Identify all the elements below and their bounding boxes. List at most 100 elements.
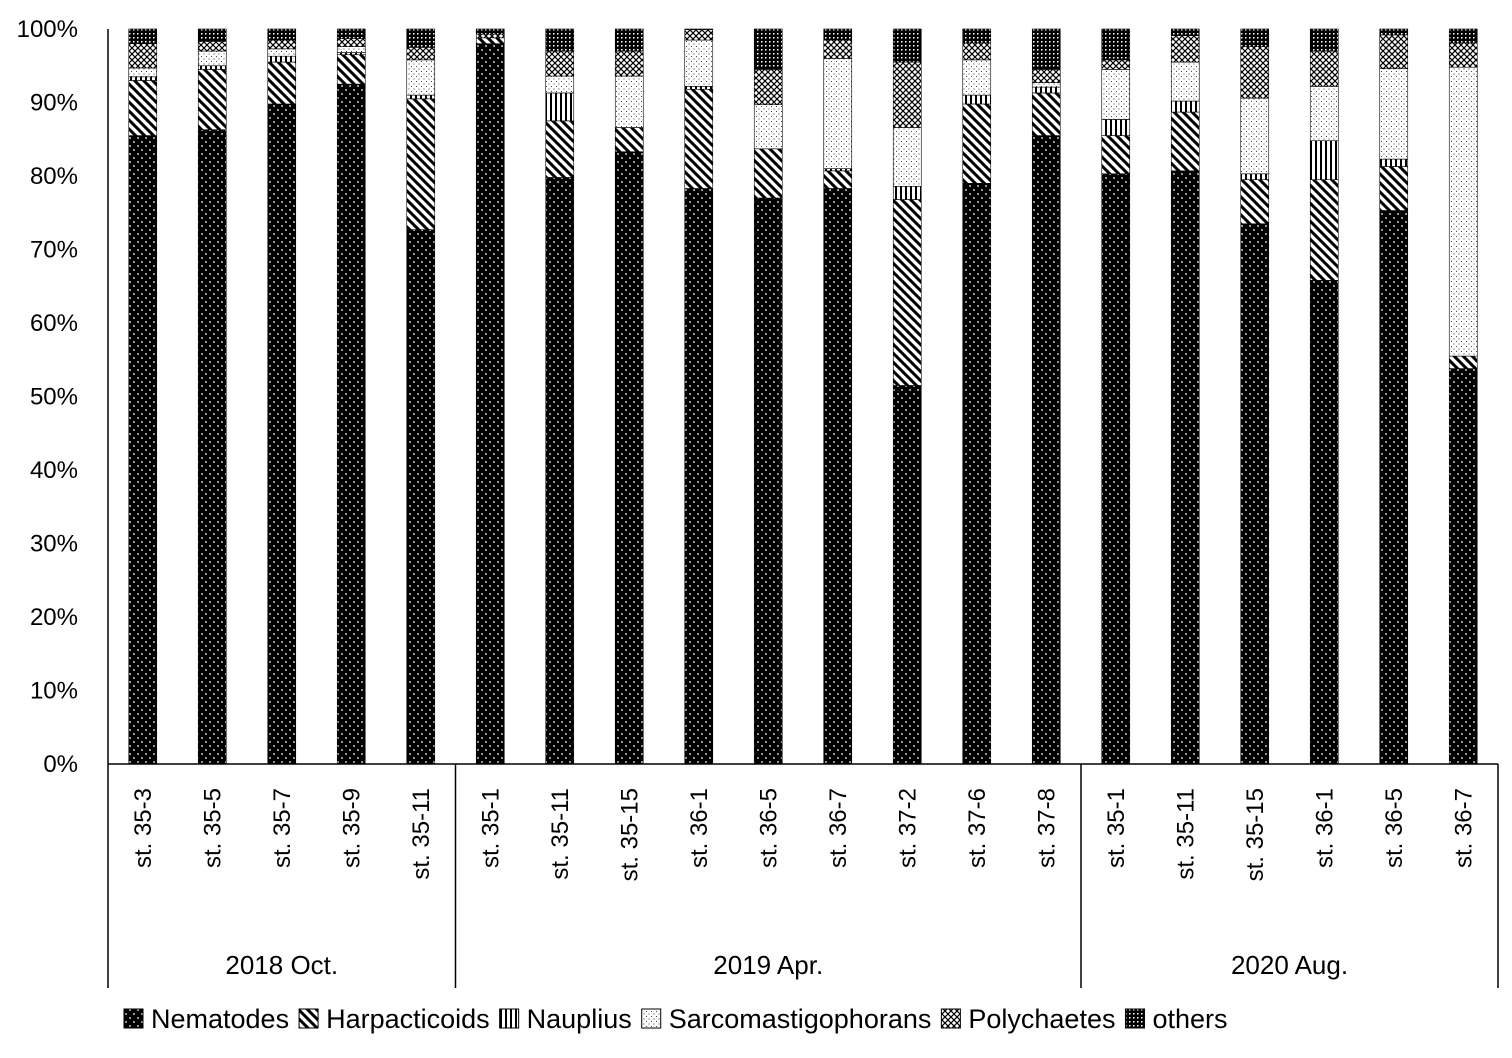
bar-stack bbox=[128, 28, 158, 765]
bar-segment-sarcomastigophorans bbox=[197, 50, 227, 67]
x-category-label: st. 36-7 bbox=[825, 788, 852, 868]
bar-stack bbox=[823, 28, 853, 765]
legend-swatch bbox=[641, 1008, 662, 1029]
bar-stack bbox=[614, 28, 644, 765]
bar-segment-nauplius bbox=[197, 65, 227, 70]
bar-stack bbox=[336, 28, 366, 765]
bar-stack bbox=[892, 28, 922, 765]
x-category-label: st. 36-1 bbox=[686, 788, 713, 868]
bar-stack bbox=[753, 28, 783, 765]
x-category-label: st. 36-5 bbox=[755, 788, 782, 868]
y-tick-label: 60% bbox=[30, 310, 78, 337]
legend-item: Sarcomastigophorans bbox=[641, 1004, 931, 1034]
bar-segment-polychaetes bbox=[962, 42, 992, 61]
x-group-label: 2020 Aug. bbox=[1231, 950, 1348, 980]
bar-stack bbox=[1101, 28, 1131, 765]
bar-segment-others bbox=[684, 28, 714, 31]
bar-segment-nematodes bbox=[823, 188, 853, 765]
bar-segment-nematodes bbox=[267, 103, 297, 765]
x-category-label: st. 37-2 bbox=[894, 788, 921, 868]
bar-segment-nematodes bbox=[1101, 173, 1131, 765]
bar-segment-polychaetes bbox=[1309, 50, 1339, 87]
bar-segment-polychaetes bbox=[753, 69, 783, 106]
legend-item: Harpacticoids bbox=[298, 1004, 490, 1034]
legend-label: Harpacticoids bbox=[326, 1004, 490, 1034]
bar-segment-polychaetes bbox=[1170, 35, 1200, 63]
bar-stack bbox=[197, 28, 227, 765]
bar-stack bbox=[1309, 28, 1339, 765]
bar-segment-harpacticoids bbox=[1448, 355, 1478, 369]
bar-segment-polychaetes bbox=[1379, 34, 1409, 69]
bar-segment-polychaetes bbox=[545, 50, 575, 77]
legend-swatch bbox=[123, 1008, 144, 1029]
bar-stack bbox=[267, 28, 297, 765]
bar-segment-sarcomastigophorans bbox=[962, 59, 992, 96]
bar-segment-others bbox=[1170, 28, 1200, 36]
bar-segment-harpacticoids bbox=[892, 199, 922, 386]
bar-segment-sarcomastigophorans bbox=[1240, 97, 1270, 175]
bar-segment-harpacticoids bbox=[1240, 179, 1270, 225]
legend-label: others bbox=[1152, 1004, 1227, 1034]
bar-segment-polychaetes bbox=[892, 61, 922, 128]
y-tick-label: 80% bbox=[30, 163, 78, 190]
x-category-label: st. 35-15 bbox=[616, 788, 643, 881]
bar-stack bbox=[1379, 28, 1409, 765]
x-group-label: 2019 Apr. bbox=[713, 950, 823, 980]
bar-segment-polychaetes bbox=[475, 33, 505, 39]
bar-segment-others bbox=[1379, 28, 1409, 36]
bar-stack bbox=[1031, 28, 1061, 765]
bar-segment-sarcomastigophorans bbox=[892, 127, 922, 187]
bar-segment-harpacticoids bbox=[267, 61, 297, 105]
bar-segment-polychaetes bbox=[614, 50, 644, 77]
bar-segment-nematodes bbox=[336, 83, 366, 765]
bar-segment-sarcomastigophorans bbox=[406, 59, 436, 96]
x-category-label: st. 35-9 bbox=[338, 788, 365, 868]
bar-segment-sarcomastigophorans bbox=[614, 75, 644, 128]
bars bbox=[128, 28, 1478, 765]
bar-segment-nematodes bbox=[753, 197, 783, 765]
legend-item: Nematodes bbox=[123, 1004, 289, 1034]
bar-stack bbox=[545, 28, 575, 765]
bar-segment-others bbox=[1448, 28, 1478, 44]
bar-segment-nauplius bbox=[1031, 86, 1061, 94]
x-category-label: st. 37-8 bbox=[1033, 788, 1060, 868]
bar-segment-nauplius bbox=[545, 92, 575, 122]
bar-segment-others bbox=[406, 28, 436, 48]
bar-segment-nematodes bbox=[128, 135, 158, 765]
x-category-label: st. 35-15 bbox=[1242, 788, 1269, 881]
legend-swatch bbox=[940, 1008, 961, 1029]
x-category-label: st. 35-1 bbox=[1103, 788, 1130, 868]
bar-segment-harpacticoids bbox=[475, 37, 505, 44]
bar-segment-nauplius bbox=[962, 94, 992, 105]
bar-segment-nauplius bbox=[1379, 158, 1409, 167]
y-axis: 0% 10% 20% 30% 40% 50% 60% 70% 80% 90% 100% bbox=[17, 16, 109, 778]
bar-segment-sarcomastigophorans bbox=[1448, 66, 1478, 357]
legend-swatch bbox=[1124, 1008, 1145, 1029]
bar-segment-nauplius bbox=[336, 52, 366, 56]
bar-stack bbox=[962, 28, 992, 765]
bar-segment-polychaetes bbox=[267, 39, 297, 50]
bar-stack bbox=[1170, 28, 1200, 765]
y-tick-label: 40% bbox=[30, 457, 78, 484]
bar-segment-sarcomastigophorans bbox=[1031, 82, 1061, 88]
x-category-label: st. 35-11 bbox=[547, 788, 574, 880]
bar-segment-sarcomastigophorans bbox=[1170, 61, 1200, 102]
bar-segment-others bbox=[962, 28, 992, 44]
bar-segment-harpacticoids bbox=[823, 170, 853, 189]
x-category-label: st. 35-3 bbox=[130, 788, 157, 868]
bar-segment-sarcomastigophorans bbox=[684, 39, 714, 87]
y-tick-label: 70% bbox=[30, 237, 78, 264]
bar-stack bbox=[1240, 28, 1270, 765]
y-tick-label: 50% bbox=[30, 384, 78, 411]
bar-segment-others bbox=[1101, 28, 1131, 61]
bar-segment-polychaetes bbox=[406, 47, 436, 61]
bar-segment-nematodes bbox=[406, 229, 436, 765]
bar-segment-nematodes bbox=[892, 385, 922, 765]
x-category-label: st. 36-5 bbox=[1381, 788, 1408, 868]
x-group-label: 2018 Oct. bbox=[225, 950, 338, 980]
bar-segment-sarcomastigophorans bbox=[1379, 68, 1409, 160]
bar-segment-others bbox=[197, 28, 227, 42]
bar-segment-nauplius bbox=[1101, 119, 1131, 136]
bar-segment-sarcomastigophorans bbox=[267, 48, 297, 57]
